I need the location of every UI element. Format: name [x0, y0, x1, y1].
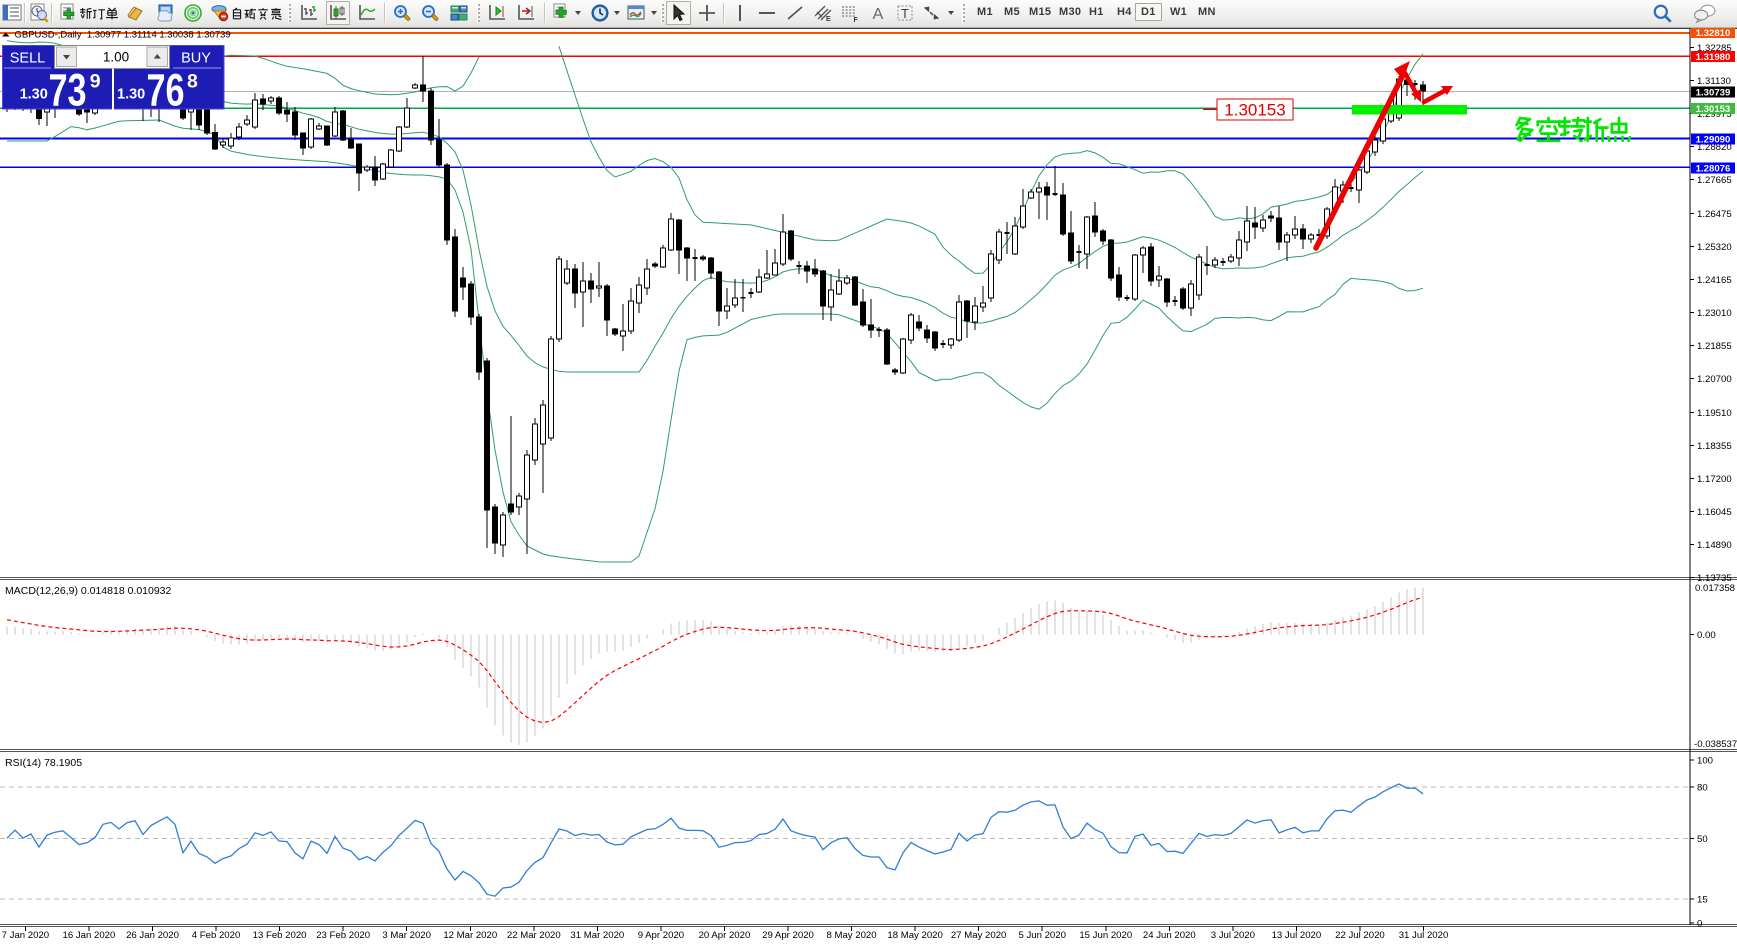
- svg-text:18 May 2020: 18 May 2020: [887, 930, 942, 941]
- svg-text:1.00: 1.00: [103, 49, 129, 64]
- svg-text:23 Feb 2020: 23 Feb 2020: [316, 930, 370, 941]
- svg-text:31 Mar 2020: 31 Mar 2020: [570, 930, 624, 941]
- svg-text:BUY: BUY: [181, 51, 211, 67]
- svg-text:1.16045: 1.16045: [1697, 507, 1732, 518]
- svg-text:26 Jan 2020: 26 Jan 2020: [126, 930, 179, 941]
- svg-text:1.19510: 1.19510: [1697, 408, 1732, 419]
- svg-text:1.30153: 1.30153: [1696, 104, 1731, 115]
- svg-text:1.13735: 1.13735: [1697, 573, 1732, 584]
- svg-text:1.30: 1.30: [20, 87, 48, 103]
- svg-text:20 Apr 2020: 20 Apr 2020: [699, 930, 751, 941]
- svg-text:16 Jan 2020: 16 Jan 2020: [63, 930, 116, 941]
- svg-text:A: A: [873, 6, 884, 23]
- svg-text:12 Mar 2020: 12 Mar 2020: [443, 930, 497, 941]
- svg-text:22 Mar 2020: 22 Mar 2020: [507, 930, 561, 941]
- svg-text:1.24165: 1.24165: [1697, 275, 1732, 286]
- svg-text:1.27665: 1.27665: [1697, 175, 1732, 186]
- svg-text:1.26475: 1.26475: [1697, 209, 1732, 220]
- svg-text:MACD(12,26,9) 0.014818 0.01093: MACD(12,26,9) 0.014818 0.010932: [5, 585, 172, 597]
- svg-text:100: 100: [1697, 756, 1713, 767]
- svg-text:27 May 2020: 27 May 2020: [951, 930, 1006, 941]
- svg-text:73: 73: [49, 66, 87, 116]
- svg-text:80: 80: [1697, 783, 1708, 794]
- svg-text:1.23010: 1.23010: [1697, 308, 1732, 319]
- svg-text:0.017358: 0.017358: [1695, 583, 1735, 594]
- svg-text:1.30739: 1.30739: [1696, 87, 1731, 98]
- svg-text:RSI(14) 78.1905: RSI(14) 78.1905: [5, 757, 82, 769]
- svg-text:F: F: [854, 17, 859, 23]
- svg-text:8: 8: [187, 71, 198, 93]
- svg-text:1.21855: 1.21855: [1697, 341, 1732, 352]
- svg-text:1.17200: 1.17200: [1697, 474, 1732, 485]
- svg-text:T: T: [901, 6, 909, 21]
- svg-text:-0.038537: -0.038537: [1694, 739, 1737, 750]
- svg-text:13 Feb 2020: 13 Feb 2020: [253, 930, 307, 941]
- svg-text:GBPUSD-,Daily 1.30977 1.31114: GBPUSD-,Daily 1.30977 1.31114 1.30038 1.…: [15, 30, 231, 41]
- svg-text:1.32810: 1.32810: [1696, 28, 1731, 39]
- svg-text:1.18355: 1.18355: [1697, 441, 1732, 452]
- svg-text:76: 76: [147, 66, 185, 116]
- svg-text:7 Jan 2020: 7 Jan 2020: [2, 930, 49, 941]
- svg-text:13 Jul 2020: 13 Jul 2020: [1272, 930, 1322, 941]
- svg-text:0: 0: [1697, 919, 1702, 930]
- svg-text:1.28076: 1.28076: [1696, 163, 1731, 174]
- svg-text:SELL: SELL: [10, 51, 45, 67]
- svg-text:1.30: 1.30: [117, 87, 145, 103]
- svg-text:1.20700: 1.20700: [1697, 374, 1732, 385]
- svg-text:9 Apr 2020: 9 Apr 2020: [638, 930, 684, 941]
- svg-text:22 Jul 2020: 22 Jul 2020: [1335, 930, 1385, 941]
- svg-text:5 Jun 2020: 5 Jun 2020: [1018, 930, 1065, 941]
- svg-text:1.31130: 1.31130: [1697, 76, 1731, 87]
- svg-text:1.29090: 1.29090: [1696, 134, 1731, 145]
- svg-text:E: E: [826, 16, 831, 23]
- svg-text:1.32285: 1.32285: [1697, 43, 1732, 54]
- svg-text:3 Mar 2020: 3 Mar 2020: [382, 930, 431, 941]
- svg-text:24 Jun 2020: 24 Jun 2020: [1143, 930, 1196, 941]
- svg-text:1.29975: 1.29975: [1697, 109, 1732, 120]
- svg-text:1.28820: 1.28820: [1697, 142, 1732, 153]
- svg-text:15 Jun 2020: 15 Jun 2020: [1079, 930, 1132, 941]
- svg-text:1.14890: 1.14890: [1697, 540, 1732, 551]
- svg-text:15: 15: [1697, 894, 1708, 905]
- svg-text:8 May 2020: 8 May 2020: [826, 930, 876, 941]
- svg-text:0.00: 0.00: [1697, 630, 1716, 641]
- svg-text:3 Jul 2020: 3 Jul 2020: [1211, 930, 1255, 941]
- svg-text:1.30153: 1.30153: [1224, 101, 1285, 120]
- svg-text:4 Feb 2020: 4 Feb 2020: [192, 930, 241, 941]
- svg-text:31 Jul 2020: 31 Jul 2020: [1399, 930, 1449, 941]
- svg-text:9: 9: [90, 71, 101, 93]
- svg-text:1.25320: 1.25320: [1697, 242, 1732, 253]
- svg-text:29 Apr 2020: 29 Apr 2020: [762, 930, 814, 941]
- svg-text:50: 50: [1697, 834, 1708, 845]
- svg-text:1.31980: 1.31980: [1696, 52, 1731, 63]
